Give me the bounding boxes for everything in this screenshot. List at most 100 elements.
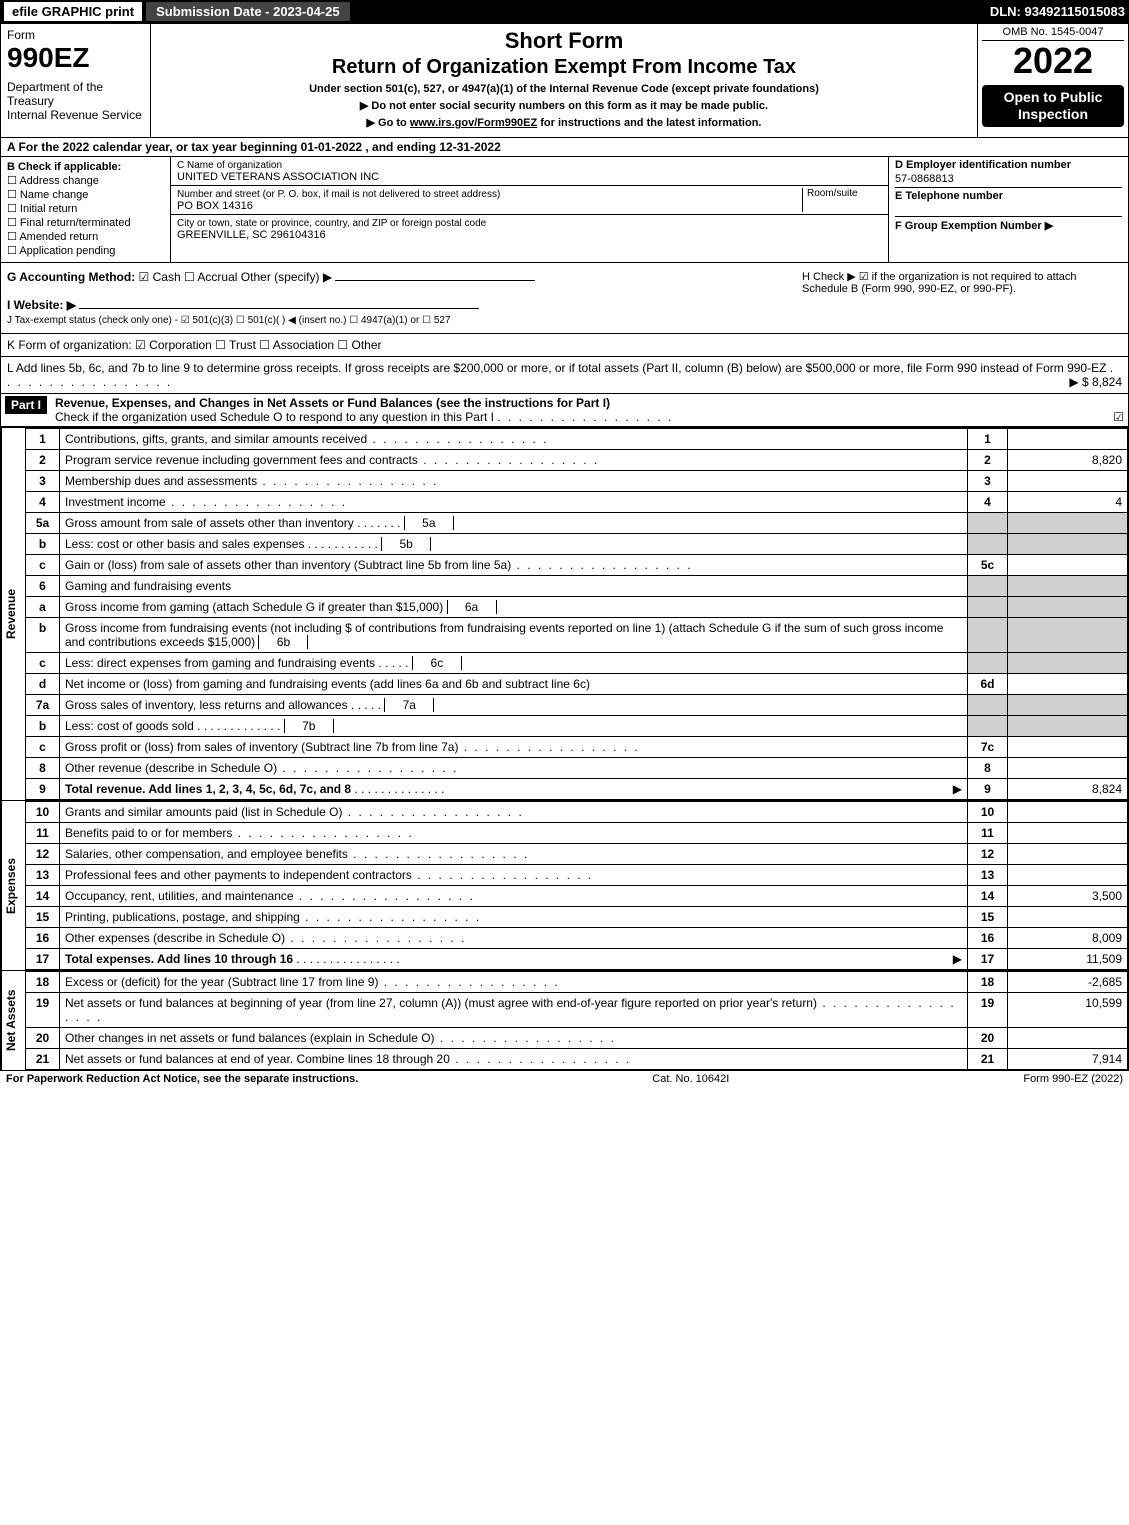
room-suite-label: Room/suite bbox=[802, 188, 882, 212]
irs-link[interactable]: www.irs.gov/Form990EZ bbox=[410, 117, 537, 129]
box-21: 21 bbox=[968, 1049, 1008, 1070]
box-2: 2 bbox=[968, 450, 1008, 471]
revenue-side-label: Revenue bbox=[1, 428, 25, 800]
box-18: 18 bbox=[968, 972, 1008, 993]
num-15: 15 bbox=[26, 907, 60, 928]
shade-amt-7a bbox=[1008, 695, 1128, 716]
desc-10: Grants and similar amounts paid (list in… bbox=[65, 805, 524, 819]
shade-6b bbox=[968, 618, 1008, 653]
website-input[interactable] bbox=[79, 308, 479, 309]
amt-12 bbox=[1008, 844, 1128, 865]
cb-address-change[interactable]: Address change bbox=[7, 174, 164, 187]
num-12: 12 bbox=[26, 844, 60, 865]
revenue-table: 1Contributions, gifts, grants, and simil… bbox=[25, 428, 1128, 800]
cb-name-change[interactable]: Name change bbox=[7, 188, 164, 201]
line-i-label: I Website: ▶ bbox=[7, 298, 76, 312]
org-name: UNITED VETERANS ASSOCIATION INC bbox=[177, 171, 379, 183]
netassets-section: Net Assets 18Excess or (deficit) for the… bbox=[1, 970, 1128, 1070]
desc-6: Gaming and fundraising events bbox=[60, 576, 968, 597]
cb-initial-return[interactable]: Initial return bbox=[7, 202, 164, 215]
box-7c: 7c bbox=[968, 737, 1008, 758]
box-6d: 6d bbox=[968, 674, 1008, 695]
row-6c: cLess: direct expenses from gaming and f… bbox=[26, 653, 1128, 674]
box-16: 16 bbox=[968, 928, 1008, 949]
addr-label: Number and street (or P. O. box, if mail… bbox=[177, 189, 500, 200]
other-specify-input[interactable] bbox=[335, 280, 535, 281]
row-18: 18Excess or (deficit) for the year (Subt… bbox=[26, 972, 1128, 993]
amt-10 bbox=[1008, 802, 1128, 823]
title-short-form: Short Form bbox=[159, 28, 969, 54]
row-13: 13Professional fees and other payments t… bbox=[26, 865, 1128, 886]
desc-9: Total revenue. Add lines 1, 2, 3, 4, 5c,… bbox=[65, 782, 351, 796]
row-10: 10Grants and similar amounts paid (list … bbox=[26, 802, 1128, 823]
num-16: 16 bbox=[26, 928, 60, 949]
sub-6c: 6c bbox=[412, 656, 462, 670]
note-ssn: ▶ Do not enter social security numbers o… bbox=[159, 99, 969, 112]
row-7c: cGross profit or (loss) from sales of in… bbox=[26, 737, 1128, 758]
cb-amended-return[interactable]: Amended return bbox=[7, 230, 164, 243]
cb-cash[interactable]: ☑ Cash bbox=[139, 270, 181, 284]
amt-18: -2,685 bbox=[1008, 972, 1128, 993]
sub-5a: 5a bbox=[404, 516, 454, 530]
line-l: L Add lines 5b, 6c, and 7b to line 9 to … bbox=[1, 357, 1128, 394]
ein-value: 57-0868813 bbox=[895, 173, 1122, 185]
amt-4: 4 bbox=[1008, 492, 1128, 513]
line-k: K Form of organization: ☑ Corporation ☐ … bbox=[1, 334, 1128, 357]
desc-16: Other expenses (describe in Schedule O) bbox=[65, 931, 466, 945]
num-6b: b bbox=[26, 618, 60, 653]
line-a-text: A For the 2022 calendar year, or tax yea… bbox=[7, 140, 501, 154]
efile-print-button[interactable]: efile GRAPHIC print bbox=[4, 2, 142, 21]
row-20: 20Other changes in net assets or fund ba… bbox=[26, 1028, 1128, 1049]
note2-post: for instructions and the latest informat… bbox=[537, 117, 761, 129]
row-17: 17Total expenses. Add lines 10 through 1… bbox=[26, 949, 1128, 970]
subtitle: Under section 501(c), 527, or 4947(a)(1)… bbox=[159, 83, 969, 95]
footer-left: For Paperwork Reduction Act Notice, see … bbox=[6, 1073, 358, 1085]
part1-check-text: Check if the organization used Schedule … bbox=[55, 410, 494, 424]
shade-6c bbox=[968, 653, 1008, 674]
desc-11: Benefits paid to or for members bbox=[65, 826, 414, 840]
row-3: 3Membership dues and assessments3 bbox=[26, 471, 1128, 492]
num-11: 11 bbox=[26, 823, 60, 844]
num-3: 3 bbox=[26, 471, 60, 492]
footer-formref: Form 990-EZ (2022) bbox=[1023, 1073, 1123, 1085]
num-5c: c bbox=[26, 555, 60, 576]
footer-catno: Cat. No. 10642I bbox=[358, 1073, 1023, 1085]
row-16: 16 Other expenses (describe in Schedule O… bbox=[26, 928, 1128, 949]
box-13: 13 bbox=[968, 865, 1008, 886]
desc-12: Salaries, other compensation, and employ… bbox=[65, 847, 529, 861]
row-11: 11Benefits paid to or for members11 bbox=[26, 823, 1128, 844]
num-18: 18 bbox=[26, 972, 60, 993]
box-8: 8 bbox=[968, 758, 1008, 779]
netassets-side-label: Net Assets bbox=[1, 971, 25, 1070]
box-1: 1 bbox=[968, 429, 1008, 450]
sub-6a: 6a bbox=[447, 600, 497, 614]
box-5c: 5c bbox=[968, 555, 1008, 576]
row-4: 4Investment income44 bbox=[26, 492, 1128, 513]
amt-5c bbox=[1008, 555, 1128, 576]
cb-accrual[interactable]: ☐ Accrual bbox=[184, 270, 237, 284]
top-bar: efile GRAPHIC print Submission Date - 20… bbox=[0, 0, 1129, 23]
amt-2: 8,820 bbox=[1008, 450, 1128, 471]
cb-final-return[interactable]: Final return/terminated bbox=[7, 216, 164, 229]
netassets-table: 18Excess or (deficit) for the year (Subt… bbox=[25, 971, 1128, 1070]
line-g-label: G Accounting Method: bbox=[7, 270, 135, 284]
num-6c: c bbox=[26, 653, 60, 674]
part1-label: Part I bbox=[5, 396, 47, 414]
box-9: 9 bbox=[968, 779, 1008, 800]
cb-other[interactable]: Other (specify) ▶ bbox=[241, 270, 332, 284]
desc-7c: Gross profit or (loss) from sales of inv… bbox=[65, 740, 640, 754]
amt-7c bbox=[1008, 737, 1128, 758]
line-a: A For the 2022 calendar year, or tax yea… bbox=[1, 138, 1128, 157]
tax-year: 2022 bbox=[982, 43, 1124, 79]
row-5c: cGain or (loss) from sale of assets othe… bbox=[26, 555, 1128, 576]
shade-amt-5a bbox=[1008, 513, 1128, 534]
header-right: OMB No. 1545-0047 2022 Open to Public In… bbox=[978, 24, 1128, 137]
desc-2: Program service revenue including govern… bbox=[65, 453, 599, 467]
row-5a: 5aGross amount from sale of assets other… bbox=[26, 513, 1128, 534]
num-5a: 5a bbox=[26, 513, 60, 534]
dept-label: Department of the Treasury Internal Reve… bbox=[7, 80, 144, 122]
box-b: B Check if applicable: Address change Na… bbox=[1, 157, 171, 262]
part1-checkbox[interactable]: ☑ bbox=[1113, 410, 1124, 424]
num-6d: d bbox=[26, 674, 60, 695]
cb-application-pending[interactable]: Application pending bbox=[7, 244, 164, 257]
